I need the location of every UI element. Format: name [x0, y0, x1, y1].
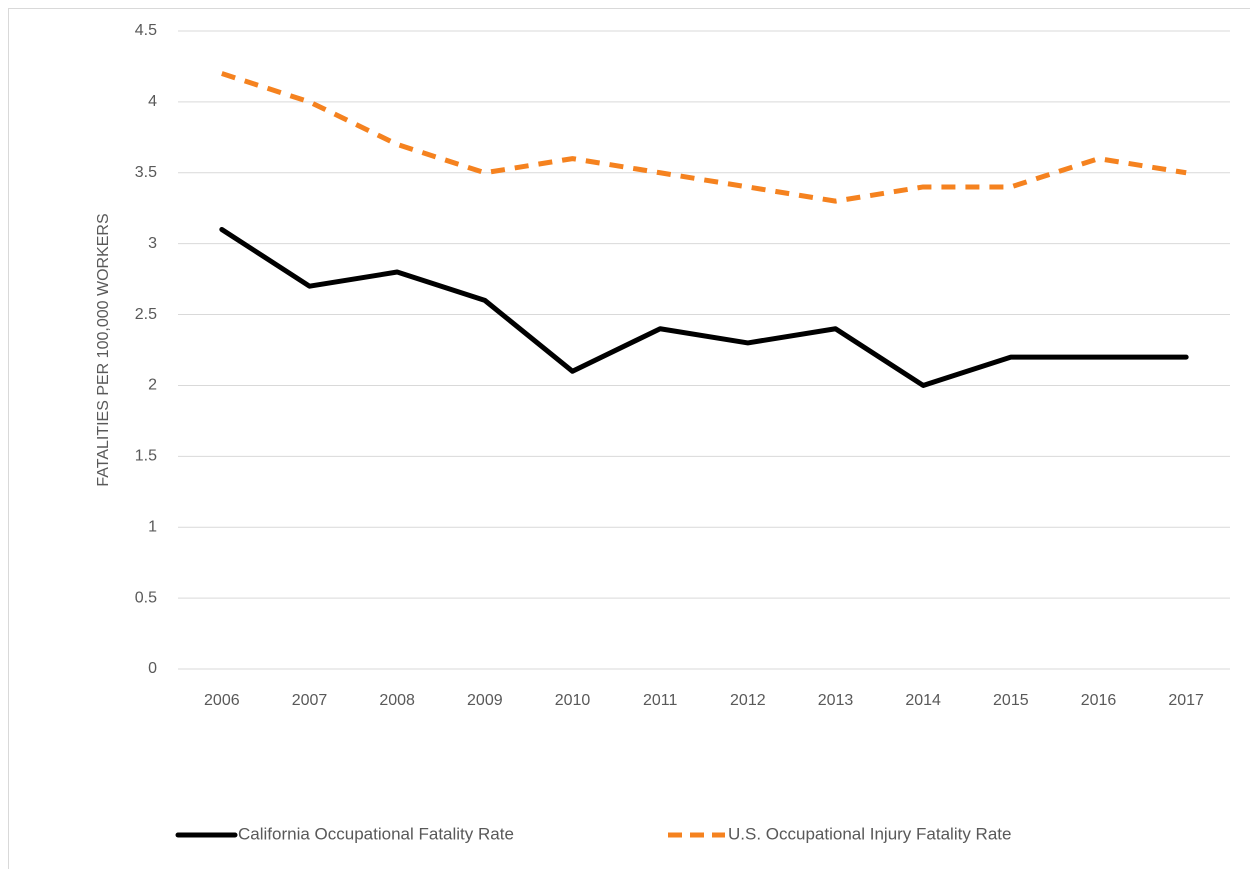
y-tick-label: 4	[148, 93, 157, 110]
x-tick-label: 2008	[379, 692, 415, 709]
y-tick-label: 2	[148, 377, 157, 394]
x-tick-label: 2009	[467, 692, 503, 709]
x-tick-label: 2010	[555, 692, 591, 709]
y-axis-label: FATALITIES PER 100,000 WORKERS	[95, 213, 112, 486]
legend-label: U.S. Occupational Injury Fatality Rate	[728, 824, 1011, 843]
chart-frame	[8, 8, 1250, 869]
x-tick-label: 2014	[905, 692, 941, 709]
y-tick-label: 1.5	[135, 448, 157, 465]
y-tick-label: 3	[148, 235, 157, 252]
x-tick-label: 2012	[730, 692, 766, 709]
x-tick-label: 2015	[993, 692, 1029, 709]
legend-label: California Occupational Fatality Rate	[238, 824, 514, 843]
y-tick-label: 4.5	[135, 22, 157, 39]
y-tick-label: 3.5	[135, 164, 157, 181]
y-tick-label: 0.5	[135, 589, 157, 606]
x-tick-label: 2016	[1081, 692, 1117, 709]
y-tick-label: 1	[148, 518, 157, 535]
x-tick-label: 2017	[1168, 692, 1204, 709]
series-line	[219, 226, 1189, 388]
x-tick-label: 2013	[818, 692, 854, 709]
x-tick-label: 2006	[204, 692, 240, 709]
y-tick-label: 0	[148, 660, 157, 677]
y-tick-label: 2.5	[135, 306, 157, 323]
x-tick-label: 2011	[643, 692, 678, 709]
x-tick-label: 2007	[292, 692, 328, 709]
series-line	[221, 71, 1187, 204]
